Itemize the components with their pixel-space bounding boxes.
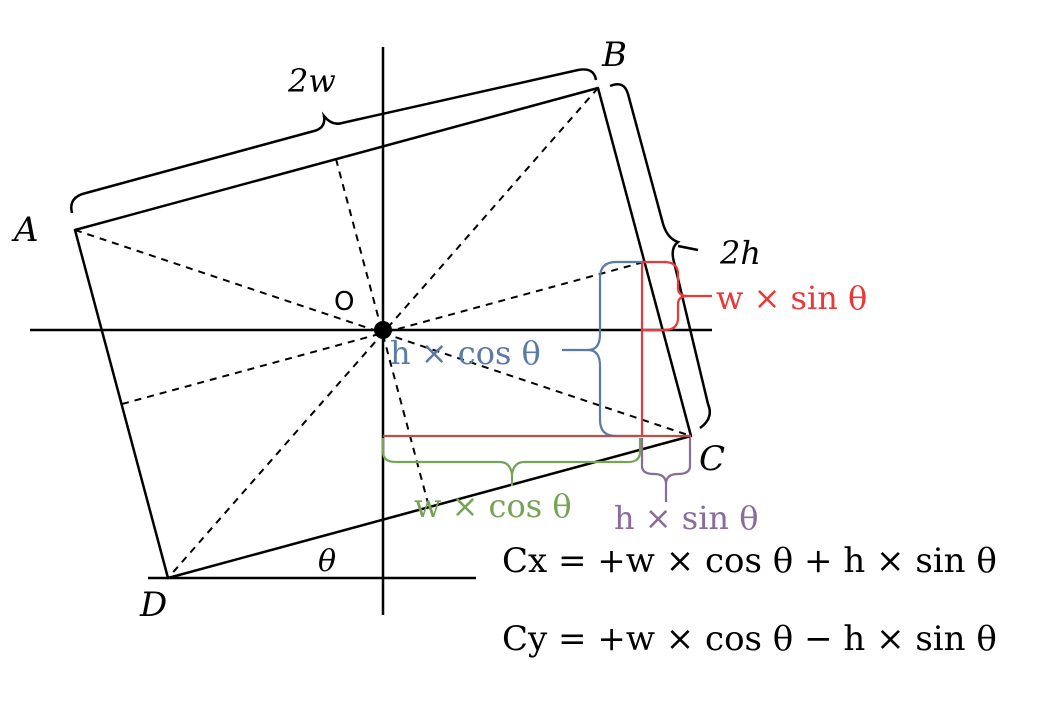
brace-2w [70,68,598,214]
brace-w-cos [381,438,642,475]
brace-h-cos [587,260,642,438]
brace-2h-tip [677,244,699,252]
point-label-d: D [139,585,167,625]
point-label-c: C [699,439,725,479]
origin-point [374,321,392,339]
midline-vertical [335,158,430,508]
brace-2h [609,83,711,430]
w-sin-label: w × sin θ [716,279,867,317]
angle-label: θ [318,544,336,579]
diagonal-ac [74,229,692,437]
equation-cx: Cx = +w × cos θ + h × sin θ [502,541,997,581]
height-label: 2h [719,234,761,272]
brace-h-sin [640,438,692,485]
equation-cy: Cy = +w × cos θ − h × sin θ [502,619,997,659]
w-cos-label: w × cos θ [414,487,572,525]
width-label: 2w [287,62,336,100]
h-sin-label: h × sin θ [614,499,758,537]
point-label-a: A [11,210,39,250]
origin-label: O [334,287,354,317]
point-label-b: B [601,35,627,75]
h-cos-label: h × cos θ [390,334,541,372]
